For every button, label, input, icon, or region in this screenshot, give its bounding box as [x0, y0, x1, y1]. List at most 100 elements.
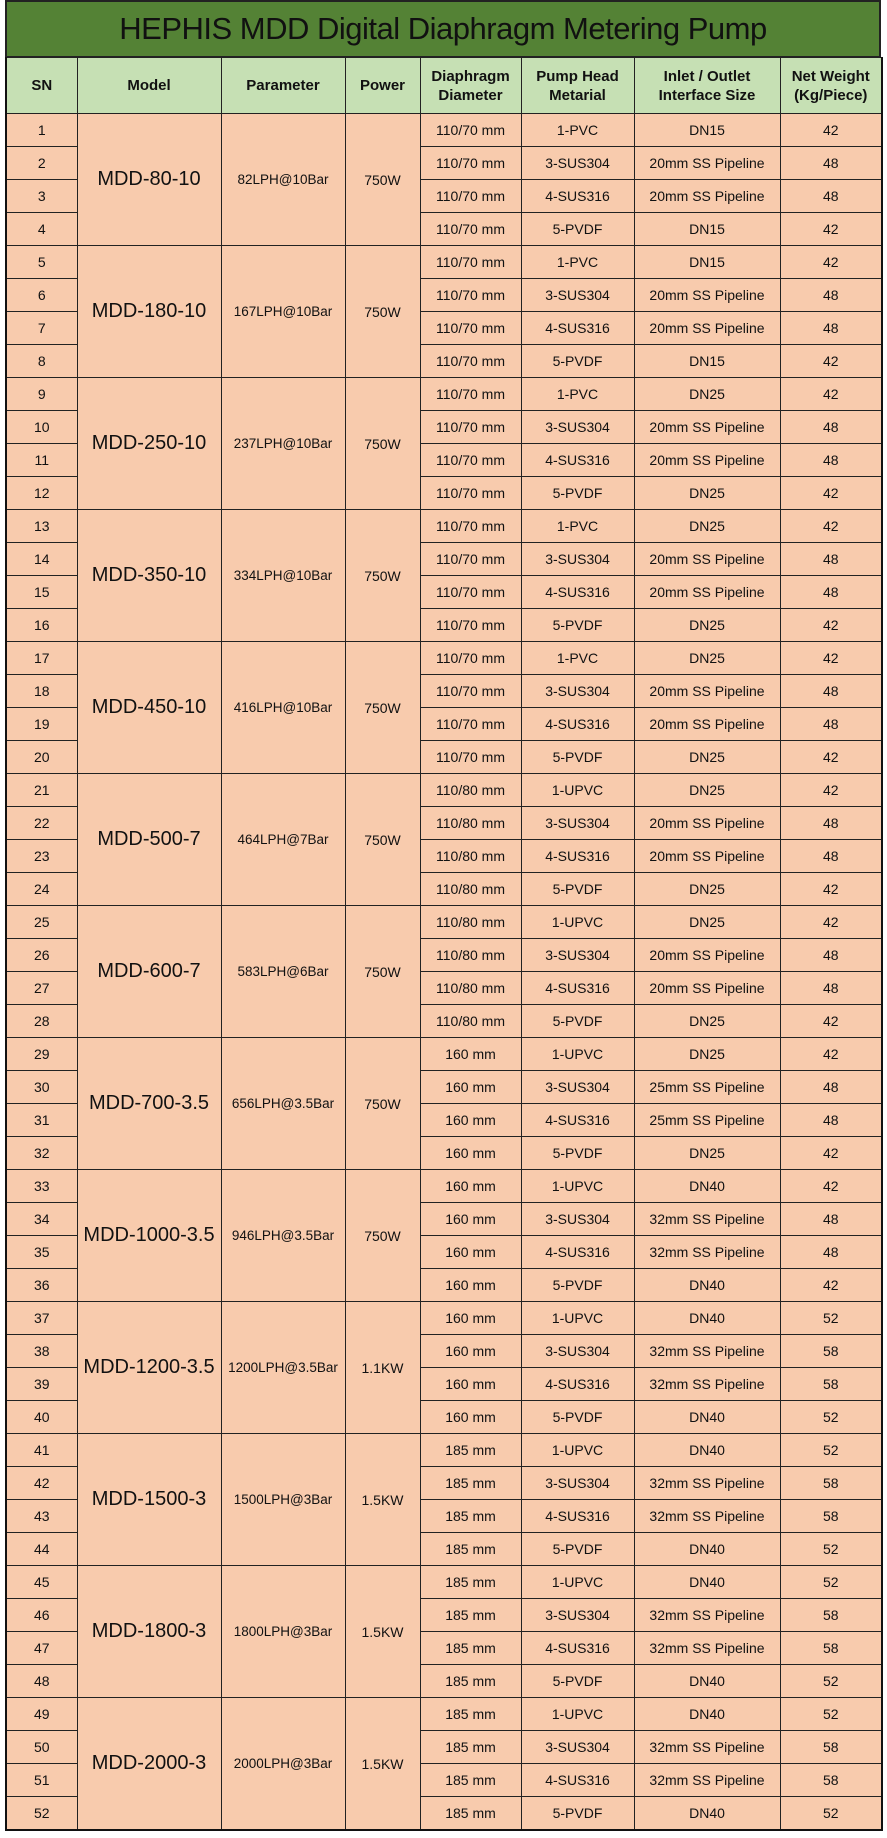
sn-cell: 31 — [5, 1103, 78, 1137]
sn-cell: 8 — [5, 344, 78, 378]
diameter-cell: 110/70 mm — [419, 608, 522, 642]
material-cell: 1-PVC — [520, 377, 635, 411]
interface-size-cell: DN25 — [633, 1136, 781, 1170]
weight-cell: 42 — [779, 1004, 883, 1038]
interface-size-cell: DN15 — [633, 344, 781, 378]
diameter-cell: 110/70 mm — [419, 575, 522, 609]
sn-cell: 27 — [5, 971, 78, 1005]
material-cell: 1-UPVC — [520, 1301, 635, 1335]
table-row: 5 MDD-180-10 167LPH@10Bar 750W 110/70 mm 1-PV… — [5, 245, 883, 378]
sn-cell: 9 — [5, 377, 78, 411]
table-row: 45 MDD-1800-3 1800LPH@3Bar 1.5KW 185 mm 1-UPV… — [5, 1565, 883, 1698]
weight-cell: 58 — [779, 1631, 883, 1665]
sn-cell: 40 — [5, 1400, 78, 1434]
table-row: 21 MDD-500-7 464LPH@7Bar 750W 110/80 mm 1-UPV… — [5, 773, 883, 906]
sn-cell: 44 — [5, 1532, 78, 1566]
weight-cell: 48 — [779, 1235, 883, 1269]
weight-cell: 48 — [779, 839, 883, 873]
interface-size-cell: 32mm SS Pipeline — [633, 1202, 781, 1236]
weight-cell: 42 — [779, 245, 883, 279]
interface-size-cell: DN25 — [633, 905, 781, 939]
material-cell: 3-SUS304 — [520, 806, 635, 840]
table-row: 33 MDD-1000-3.5 946LPH@3.5Bar 750W 160 mm 1-U… — [5, 1169, 883, 1302]
weight-cell: 42 — [779, 377, 883, 411]
interface-size-cell: 20mm SS Pipeline — [633, 410, 781, 444]
weight-cell: 58 — [779, 1499, 883, 1533]
material-cell: 5-PVDF — [520, 740, 635, 774]
table-row: 17 MDD-450-10 416LPH@10Bar 750W 110/70 mm 1-P… — [5, 641, 883, 774]
sn-cell: 47 — [5, 1631, 78, 1665]
interface-size-cell: 32mm SS Pipeline — [633, 1367, 781, 1401]
power-cell: 750W — [344, 245, 421, 378]
sn-cell: 5 — [5, 245, 78, 279]
diameter-cell: 160 mm — [419, 1136, 522, 1170]
sn-cell: 21 — [5, 773, 78, 807]
diameter-cell: 110/70 mm — [419, 377, 522, 411]
header-row: SN Model Parameter Power Diaphragm Diameter P… — [5, 57, 883, 114]
diameter-cell: 185 mm — [419, 1763, 522, 1797]
sn-cell: 14 — [5, 542, 78, 576]
table-row: 15 110/70 mm 4-SUS316 20mm SS Pipeline 48 — [5, 575, 883, 609]
material-cell: 3-SUS304 — [520, 1202, 635, 1236]
sn-cell: 22 — [5, 806, 78, 840]
interface-size-cell: DN15 — [633, 113, 781, 147]
parameter-cell: 464LPH@7Bar — [220, 773, 346, 906]
diameter-cell: 110/80 mm — [419, 938, 522, 972]
power-cell: 1.5KW — [344, 1697, 421, 1831]
diameter-cell: 110/80 mm — [419, 773, 522, 807]
interface-size-cell: DN40 — [633, 1532, 781, 1566]
parameter-cell: 237LPH@10Bar — [220, 377, 346, 510]
spec-sheet: HEPHIS MDD Digital Diaphragm Metering Pu… — [5, 0, 883, 1831]
sn-cell: 45 — [5, 1565, 78, 1599]
weight-cell: 52 — [779, 1697, 883, 1731]
material-cell: 4-SUS316 — [520, 1367, 635, 1401]
interface-size-cell: 32mm SS Pipeline — [633, 1466, 781, 1500]
table-row: 24 110/80 mm 5-PVDF DN25 42 — [5, 872, 883, 906]
material-cell: 4-SUS316 — [520, 971, 635, 1005]
diameter-cell: 110/70 mm — [419, 344, 522, 378]
material-cell: 4-SUS316 — [520, 311, 635, 345]
material-cell: 1-PVC — [520, 113, 635, 147]
diameter-cell: 110/70 mm — [419, 212, 522, 246]
table-row: 44 185 mm 5-PVDF DN40 52 — [5, 1532, 883, 1566]
interface-size-cell: 20mm SS Pipeline — [633, 971, 781, 1005]
sn-cell: 1 — [5, 113, 78, 147]
table-row: 34 160 mm 3-SUS304 32mm SS Pipeline 48 — [5, 1202, 883, 1236]
interface-size-cell: 20mm SS Pipeline — [633, 839, 781, 873]
spec-table: SN Model Parameter Power Diaphragm Diameter P… — [5, 57, 883, 1831]
material-cell: 4-SUS316 — [520, 443, 635, 477]
interface-size-cell: DN40 — [633, 1169, 781, 1203]
power-cell: 1.5KW — [344, 1433, 421, 1566]
parameter-cell: 167LPH@10Bar — [220, 245, 346, 378]
material-cell: 4-SUS316 — [520, 1235, 635, 1269]
weight-cell: 48 — [779, 146, 883, 180]
table-row: 10 110/70 mm 3-SUS304 20mm SS Pipeline 48 — [5, 410, 883, 444]
diameter-cell: 160 mm — [419, 1202, 522, 1236]
table-row: 4 110/70 mm 5-PVDF DN15 42 — [5, 212, 883, 246]
parameter-cell: 416LPH@10Bar — [220, 641, 346, 774]
weight-cell: 48 — [779, 542, 883, 576]
sn-cell: 46 — [5, 1598, 78, 1632]
table-row: 20 110/70 mm 5-PVDF DN25 42 — [5, 740, 883, 774]
table-row: 23 110/80 mm 4-SUS316 20mm SS Pipeline 48 — [5, 839, 883, 873]
table-row: 26 110/80 mm 3-SUS304 20mm SS Pipeline 48 — [5, 938, 883, 972]
sn-cell: 16 — [5, 608, 78, 642]
table-row: 43 185 mm 4-SUS316 32mm SS Pipeline 58 — [5, 1499, 883, 1533]
power-cell: 1.1KW — [344, 1301, 421, 1434]
material-cell: 1-UPVC — [520, 905, 635, 939]
weight-cell: 52 — [779, 1565, 883, 1599]
parameter-cell: 82LPH@10Bar — [220, 113, 346, 246]
weight-cell: 52 — [779, 1532, 883, 1566]
interface-size-cell: DN40 — [633, 1433, 781, 1467]
sn-cell: 29 — [5, 1037, 78, 1071]
sn-cell: 52 — [5, 1796, 78, 1831]
interface-size-cell: DN25 — [633, 377, 781, 411]
parameter-cell: 656LPH@3.5Bar — [220, 1037, 346, 1170]
power-cell: 750W — [344, 1037, 421, 1170]
diameter-cell: 185 mm — [419, 1532, 522, 1566]
table-row: 22 110/80 mm 3-SUS304 20mm SS Pipeline 48 — [5, 806, 883, 840]
material-cell: 1-PVC — [520, 509, 635, 543]
sn-cell: 35 — [5, 1235, 78, 1269]
interface-size-cell: 20mm SS Pipeline — [633, 542, 781, 576]
diameter-cell: 185 mm — [419, 1664, 522, 1698]
